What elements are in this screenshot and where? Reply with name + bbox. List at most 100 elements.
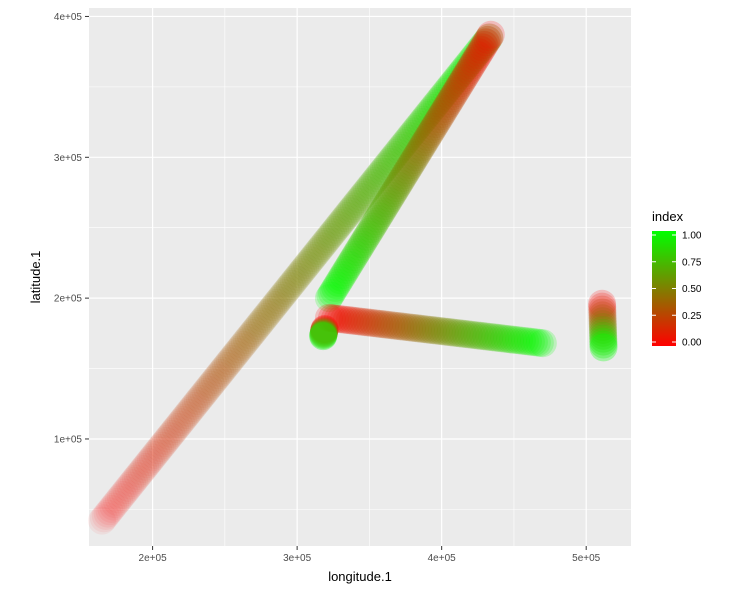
trajectory-1	[314, 20, 505, 313]
data-point	[589, 324, 618, 353]
data-point	[398, 313, 427, 342]
data-point	[433, 75, 462, 104]
data-point	[420, 91, 449, 120]
data-point	[475, 23, 504, 52]
data-point	[268, 281, 297, 310]
data-point	[454, 49, 483, 78]
data-point	[522, 328, 551, 357]
data-point	[508, 326, 537, 355]
data-point	[166, 408, 195, 437]
data-point	[151, 426, 180, 455]
data-point	[358, 212, 387, 241]
data-point	[502, 326, 531, 355]
plot-panel	[89, 8, 631, 546]
data-point	[217, 344, 246, 373]
data-point	[385, 136, 414, 165]
data-point	[385, 169, 414, 198]
data-point	[413, 100, 442, 129]
data-point	[123, 462, 152, 491]
data-point	[304, 236, 333, 265]
data-point	[424, 105, 453, 134]
data-point	[467, 36, 496, 65]
data-point	[285, 260, 314, 289]
data-point	[366, 199, 395, 228]
data-point	[104, 485, 133, 514]
legend-label: 0.00	[682, 338, 702, 349]
data-point	[244, 312, 273, 341]
data-point	[513, 327, 542, 356]
data-point	[362, 207, 391, 236]
data-point	[400, 117, 429, 146]
data-point	[443, 74, 472, 103]
data-point	[223, 337, 252, 366]
data-point	[354, 220, 383, 249]
data-point	[410, 128, 439, 157]
data-point	[379, 143, 408, 172]
trajectory-2	[314, 303, 557, 358]
data-point	[314, 303, 343, 332]
data-point	[436, 318, 465, 347]
data-point	[321, 215, 350, 244]
data-point	[309, 229, 338, 258]
data-point	[432, 92, 461, 121]
data-point	[114, 473, 143, 502]
data-point	[287, 258, 316, 287]
data-point	[589, 327, 618, 356]
data-point	[475, 322, 504, 351]
data-point	[170, 403, 199, 432]
data-point	[450, 54, 479, 83]
data-point	[155, 422, 184, 451]
x-axis-title: longitude.1	[328, 569, 392, 584]
data-point	[168, 405, 197, 434]
data-point	[418, 115, 447, 144]
data-point	[227, 333, 256, 362]
data-point	[459, 48, 488, 77]
data-point	[202, 363, 231, 392]
data-point	[496, 325, 525, 354]
data-point	[458, 44, 487, 73]
data-point	[428, 82, 457, 111]
data-point	[418, 93, 447, 122]
data-point	[360, 166, 389, 195]
data-point	[309, 322, 338, 351]
data-point	[454, 56, 483, 85]
data-point	[392, 312, 421, 341]
data-point	[388, 163, 417, 192]
data-point	[383, 138, 412, 167]
data-point	[187, 382, 216, 411]
data-point	[140, 440, 169, 469]
legend-label: 0.25	[682, 311, 702, 322]
data-point	[430, 317, 459, 346]
data-point	[456, 47, 485, 76]
data-point	[321, 273, 350, 302]
data-point	[363, 204, 392, 233]
data-point	[478, 323, 507, 352]
data-point	[460, 321, 489, 350]
data-point	[451, 61, 480, 90]
data-point	[276, 272, 305, 301]
data-point	[277, 269, 306, 298]
data-point	[426, 102, 455, 131]
data-point	[133, 450, 162, 479]
data-point	[213, 349, 242, 378]
data-point	[395, 153, 424, 182]
data-point	[395, 313, 424, 342]
data-point	[291, 253, 320, 282]
data-point	[386, 133, 415, 162]
legend-label: 0.50	[682, 284, 702, 295]
data-point	[443, 63, 472, 92]
data-point	[97, 494, 126, 523]
axes: 2e+05 3e+05 4e+05 5e+05 1e+05 2e+05 3e+05 4e+05	[54, 12, 601, 564]
trajectory-4	[309, 315, 339, 351]
data-point	[215, 347, 244, 376]
data-point	[183, 387, 212, 416]
data-point	[423, 107, 452, 136]
data-point	[347, 307, 376, 336]
data-point	[588, 301, 617, 330]
data-point	[409, 130, 438, 159]
data-point	[317, 304, 346, 333]
data-point	[345, 185, 374, 214]
data-point	[472, 322, 501, 351]
data-point	[353, 176, 382, 205]
data-point	[135, 448, 164, 477]
